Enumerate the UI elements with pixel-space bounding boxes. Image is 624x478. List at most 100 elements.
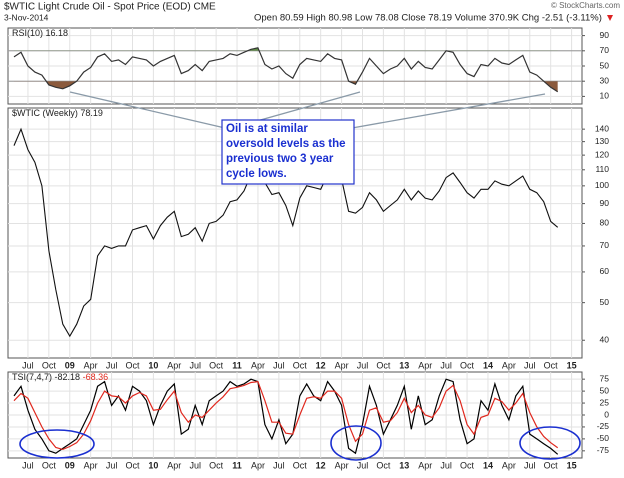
x-tick-label: Jul (357, 460, 369, 470)
x-tick-label: Jul (189, 460, 201, 470)
x-tick-label: 12 (316, 460, 326, 470)
y-tick-label: 50 (600, 60, 610, 70)
y-tick-label: 60 (600, 266, 610, 276)
x-tick-label: Jul (524, 360, 536, 370)
series-line (13, 127, 559, 338)
header-title: $WTIC Light Crude Oil - Spot Price (EOD)… (4, 2, 216, 13)
x-tick-label: 12 (316, 360, 326, 370)
panel-label: $WTIC (Weekly) 78.19 (12, 108, 103, 118)
x-tick-label: 15 (567, 360, 577, 370)
x-tick-label: Jul (273, 360, 285, 370)
panel-label-name: $WTIC (Weekly) (12, 108, 78, 118)
y-tick-label: 100 (595, 180, 609, 190)
y-tick-label: 110 (595, 164, 609, 174)
panel-label: RSI(10) 16.18 (12, 28, 68, 38)
x-tick-label: Jul (106, 360, 118, 370)
panel-label-name: TSI(7,4,7) (12, 372, 52, 382)
y-tick-label: 50 (600, 385, 610, 395)
header-date: 3-Nov-2014 (4, 12, 49, 22)
x-tick-label: Apr (502, 360, 516, 370)
panel-label-name: RSI(10) (12, 28, 43, 38)
x-tick-label: 13 (399, 460, 409, 470)
annotation-holder: Oil is at similar oversold levels as the… (226, 123, 346, 180)
x-tick-label: Oct (42, 360, 57, 370)
y-tick-label: 90 (600, 30, 610, 40)
y-tick-label: 80 (600, 218, 610, 228)
panel-last-value: -82.18 (55, 372, 81, 382)
x-tick-label: Jul (440, 460, 452, 470)
x-tick-label: Apr (251, 360, 265, 370)
x-tick-label: Apr (335, 460, 349, 470)
y-tick-label: 0 (604, 409, 609, 419)
x-tick-label: Jul (106, 460, 118, 470)
x-tick-label: Apr (502, 460, 516, 470)
panel-label: TSI(7,4,7) -82.18 -68.36 (12, 372, 108, 382)
panel-last-value: 78.19 (80, 108, 103, 118)
y-tick-label: 90 (600, 198, 610, 208)
x-tick-label: Apr (418, 360, 432, 370)
x-tick-label: 10 (148, 460, 158, 470)
x-tick-label: Oct (42, 460, 57, 470)
x-tick-label: Oct (125, 360, 140, 370)
x-tick-label: Jul (357, 360, 369, 370)
x-tick-label: 09 (65, 460, 75, 470)
annotation-box (221, 119, 355, 185)
panel-last-value: 16.18 (46, 28, 69, 38)
credit: © StockCharts.com (551, 1, 620, 10)
x-tick-label: 09 (65, 360, 75, 370)
x-tick-label: Jul (22, 460, 34, 470)
x-tick-label: Apr (335, 360, 349, 370)
y-tick-label: 40 (600, 334, 610, 344)
series-line (13, 380, 559, 451)
x-tick-label: Apr (84, 360, 98, 370)
header-quote: Open 80.59 High 80.98 Low 78.08 Close 78… (254, 13, 602, 24)
x-tick-label: Oct (376, 460, 391, 470)
y-tick-label: 75 (600, 373, 610, 383)
y-tick-label: -75 (597, 445, 610, 455)
y-tick-label: 50 (600, 297, 610, 307)
x-tick-label: Oct (125, 460, 140, 470)
x-tick-label: Oct (460, 460, 475, 470)
x-tick-label: Oct (293, 360, 308, 370)
x-tick-label: Jul (440, 360, 452, 370)
x-tick-label: Jul (189, 360, 201, 370)
x-tick-label: Apr (167, 360, 181, 370)
x-tick-label: 14 (483, 460, 493, 470)
y-tick-label: -25 (597, 421, 610, 431)
x-tick-label: 15 (567, 460, 577, 470)
series-line (13, 378, 559, 455)
panel-last-value: -68.36 (83, 372, 109, 382)
x-tick-label: Oct (376, 360, 391, 370)
x-tick-label: Oct (293, 460, 308, 470)
oversold-fill (14, 81, 558, 92)
x-tick-label: Oct (460, 360, 475, 370)
y-tick-label: 70 (600, 45, 610, 55)
panels: 10 30 50 70 90 RSI(10) 16.18 Jul Oct 09 Apr Jul Oct… (7, 27, 610, 470)
y-tick-label: -50 (597, 433, 610, 443)
x-tick-label: 11 (232, 460, 242, 470)
x-tick-label: 13 (399, 360, 409, 370)
x-tick-label: Apr (84, 460, 98, 470)
series-line (13, 47, 559, 93)
x-tick-label: Jul (273, 460, 285, 470)
y-tick-label: 120 (595, 149, 609, 159)
annotation-text: Oil is at similar oversold levels as the… (226, 123, 346, 180)
down-arrow (607, 15, 613, 21)
x-tick-label: Oct (209, 460, 224, 470)
y-tick-label: 30 (600, 75, 610, 85)
y-tick-label: 25 (600, 397, 610, 407)
x-tick-label: Jul (524, 460, 536, 470)
y-tick-label: 130 (595, 136, 609, 146)
x-tick-label: Oct (544, 460, 559, 470)
x-tick-label: Jul (22, 360, 34, 370)
y-tick-label: 70 (600, 240, 610, 250)
y-tick-label: 10 (600, 91, 610, 101)
x-tick-label: 10 (148, 360, 158, 370)
y-tick-label: 140 (595, 123, 609, 133)
x-tick-label: Oct (544, 360, 559, 370)
x-tick-label: 11 (232, 360, 242, 370)
cycle-ellipses (19, 425, 581, 461)
x-tick-label: 14 (483, 360, 493, 370)
x-tick-label: Apr (418, 460, 432, 470)
